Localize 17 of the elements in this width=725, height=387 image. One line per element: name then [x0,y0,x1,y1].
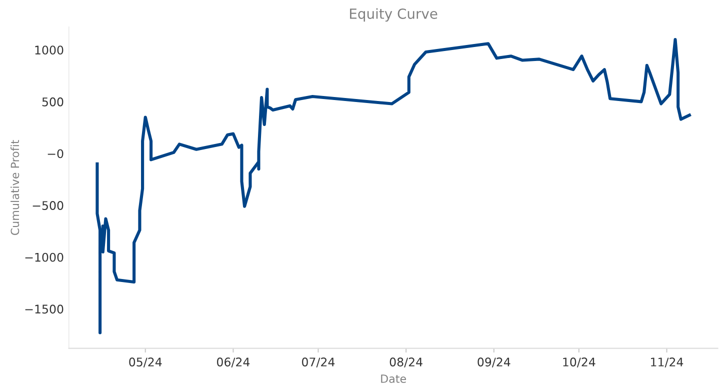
x-tick-label: 06/24 [216,358,250,368]
x-tick-label: 09/24 [478,358,510,368]
chart-title: Equity Curve [350,8,438,22]
x-axis-title: Date [381,374,406,383]
x-tick-label: 11/24 [651,358,684,368]
x-tick-label: 05/24 [129,358,162,368]
y-tick-label: −500 [32,201,64,210]
line-series [96,38,691,334]
y-tick-label: −1000 [25,252,64,262]
x-tick-label: 07/24 [302,358,335,368]
x-tick-label: 08/24 [390,358,422,368]
y-tick-label: 1000 [35,46,64,55]
y-tick-label: −0 [48,149,64,158]
y-tick-label: 500 [42,97,64,106]
y-axis-title: Cumulative Profit [10,140,20,236]
y-tick-label: −1500 [25,304,64,314]
x-tick-label: 10/24 [563,358,596,368]
